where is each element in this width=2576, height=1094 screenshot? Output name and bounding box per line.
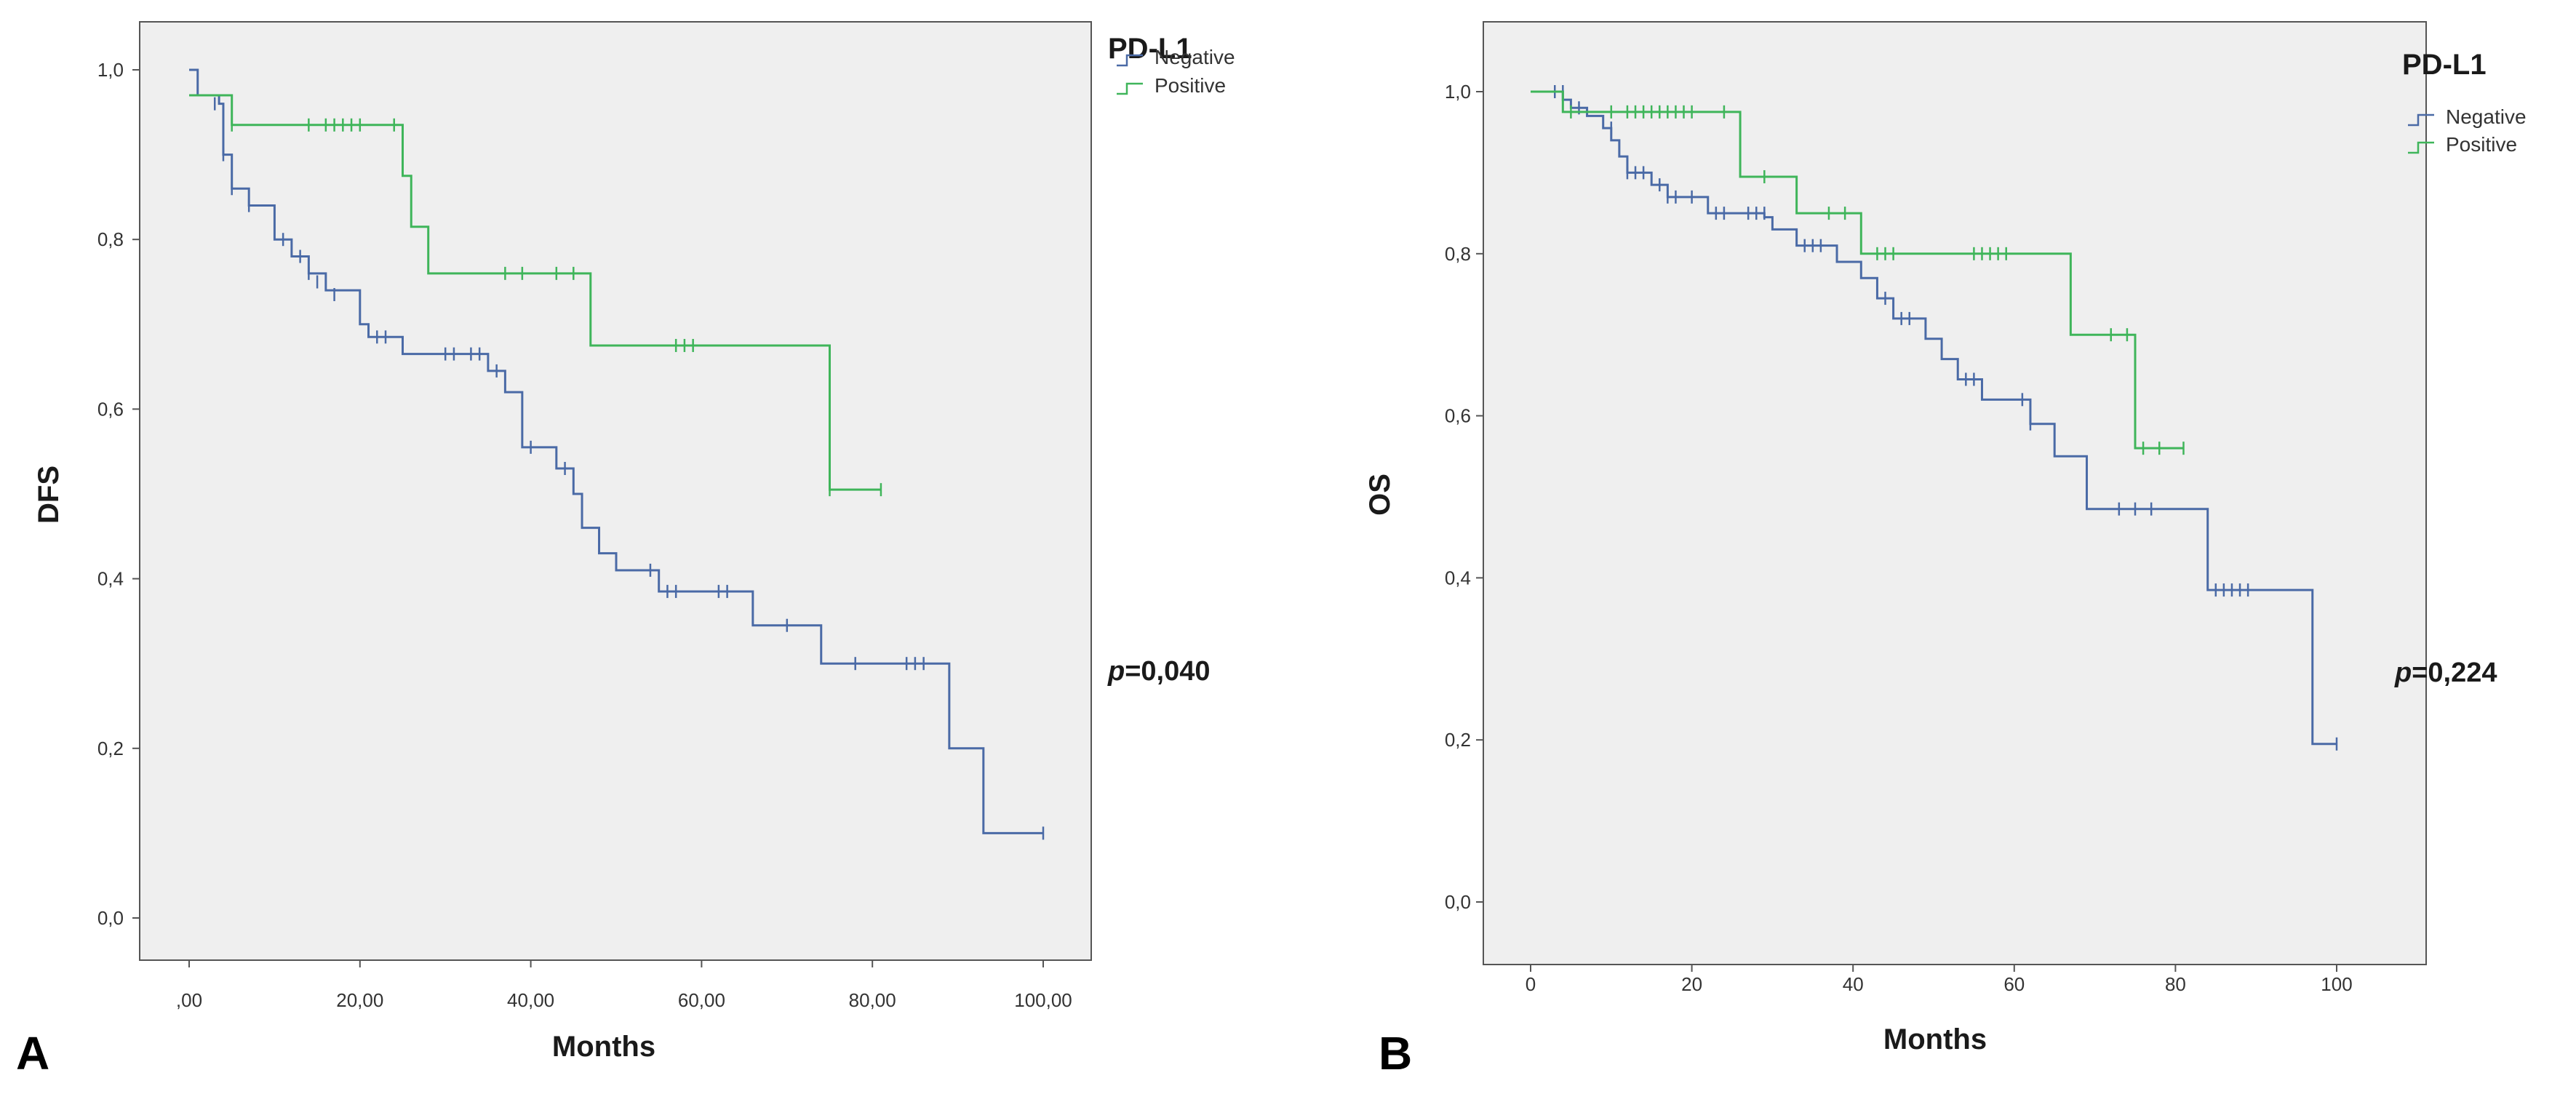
y-tick-label: 0,8	[97, 228, 124, 250]
y-tick-label: 0,6	[1445, 405, 1471, 427]
panel-a-plot-area	[139, 21, 1092, 961]
panel-a-y-axis-label: DFS	[33, 466, 65, 524]
panel-b-y-axis-label: OS	[1364, 474, 1396, 516]
panel-b-os-chart: 0,0 0,2 0,4 0,6 0,8 1,0 0 20 40 60 80 100 Months O…	[1364, 21, 2527, 1079]
panel-b-legend-positive-swatch	[2408, 141, 2434, 154]
panel-b-p-number: =0,224	[2412, 658, 2497, 688]
panel-b-legend-negative-label: Negative	[2446, 105, 2527, 128]
panel-b-plot-area	[1483, 21, 2427, 965]
panel-a-y-axis-ticks: 0,0 0,2 0,4 0,6 0,8 1,0	[97, 59, 140, 929]
panel-b-x-axis-ticks: 0 20 40 60 80 100	[1526, 965, 2353, 995]
panel-a-p-number: =0,040	[1125, 656, 1210, 687]
y-tick-label: 0,8	[1445, 243, 1471, 265]
survival-curve-negative	[189, 68, 1043, 834]
panel-a-legend-positive-label: Positive	[1155, 74, 1226, 97]
survival-curve-positive	[189, 94, 881, 491]
y-tick-label: 1,0	[97, 59, 124, 81]
panel-b-p-value: p=0,224	[2394, 658, 2497, 688]
x-tick-label: 80	[2165, 973, 2186, 995]
panel-b-legend: Negative Positive	[2408, 105, 2527, 156]
y-tick-label: 0,2	[1445, 729, 1471, 751]
y-tick-label: 1,0	[1445, 81, 1471, 103]
panel-a-x-axis-label: Months	[552, 1031, 655, 1063]
y-tick-label: 0,2	[97, 738, 124, 759]
panel-b-x-axis-label: Months	[1883, 1023, 1987, 1055]
x-tick-label: ,00	[176, 989, 202, 1011]
panel-a-legend-negative-swatch	[1117, 54, 1143, 67]
panel-b-legend-title: PD-L1	[2402, 49, 2487, 81]
panel-a-legend-title: PD-L1	[1108, 33, 1192, 65]
panel-b-p-symbol: p	[2394, 658, 2412, 688]
panel-a-p-symbol: p	[1107, 656, 1125, 687]
panel-a-legend-positive-swatch	[1117, 82, 1143, 95]
panel-a-label: A	[16, 1027, 49, 1079]
x-tick-label: 20,00	[336, 989, 383, 1011]
y-tick-label: 0,4	[1445, 567, 1471, 588]
panel-b-legend-positive-label: Positive	[2446, 133, 2517, 156]
x-tick-label: 100,00	[1014, 989, 1072, 1011]
panel-a-legend-negative-label: Negative	[1155, 46, 1235, 68]
survival-curve-negative	[1531, 90, 2337, 746]
x-tick-label: 60,00	[678, 989, 725, 1011]
panel-b-label: B	[1379, 1027, 1412, 1079]
x-tick-label: 20	[1681, 973, 1702, 995]
x-tick-label: 40	[1843, 973, 1864, 995]
panel-b-series	[1531, 85, 2338, 751]
panel-a-dfs-chart: 0,0 0,2 0,4 0,6 0,8 1,0 ,00 20,00 40,00 60,00 80,…	[16, 21, 1235, 1079]
y-tick-label: 0,0	[1445, 891, 1471, 913]
y-tick-label: 0,4	[97, 568, 124, 590]
panel-a-series	[189, 68, 1045, 840]
y-tick-label: 0,6	[97, 398, 124, 420]
x-tick-label: 60	[2003, 973, 2025, 995]
panel-b-legend-negative-swatch	[2408, 113, 2434, 127]
y-tick-label: 0,0	[97, 907, 124, 929]
panel-a-p-value: p=0,040	[1107, 656, 1211, 687]
x-tick-label: 0	[1526, 973, 1536, 995]
panel-b-y-axis-ticks: 0,0 0,2 0,4 0,6 0,8 1,0	[1445, 81, 1483, 913]
x-tick-label: 40,00	[507, 989, 554, 1011]
panel-a-legend: Negative Positive	[1117, 46, 1235, 97]
panel-a-x-axis-ticks: ,00 20,00 40,00 60,00 80,00 100,00	[176, 960, 1072, 1011]
x-tick-label: 80,00	[849, 989, 896, 1011]
x-tick-label: 100	[2321, 973, 2352, 995]
